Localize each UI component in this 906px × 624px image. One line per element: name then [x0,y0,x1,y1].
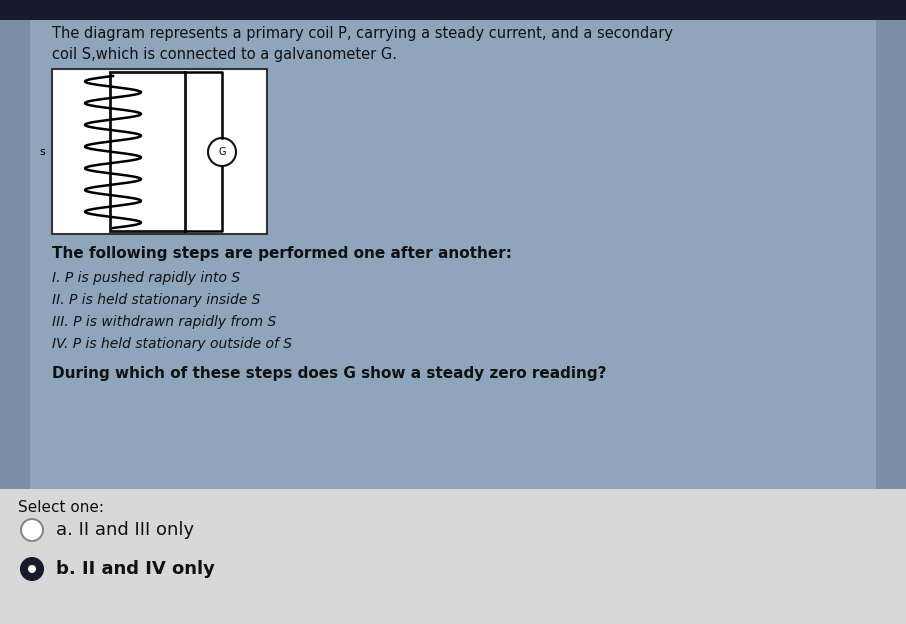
Text: The following steps are performed one after another:: The following steps are performed one af… [52,246,512,261]
Text: III. P is withdrawn rapidly from S: III. P is withdrawn rapidly from S [52,315,276,329]
Text: The diagram represents a primary coil P, carrying a steady current, and a second: The diagram represents a primary coil P,… [52,26,673,41]
FancyBboxPatch shape [30,20,876,489]
Circle shape [21,519,43,541]
Text: Select one:: Select one: [18,500,104,515]
FancyBboxPatch shape [0,0,906,20]
Circle shape [208,138,236,166]
Circle shape [28,565,36,573]
FancyBboxPatch shape [0,489,906,624]
FancyBboxPatch shape [52,69,267,234]
Circle shape [21,558,43,580]
Text: coil S,which is connected to a galvanometer G.: coil S,which is connected to a galvanome… [52,47,397,62]
Text: s: s [39,147,45,157]
Text: II. P is held stationary inside S: II. P is held stationary inside S [52,293,260,307]
Text: G: G [218,147,226,157]
Text: I. P is pushed rapidly into S: I. P is pushed rapidly into S [52,271,240,285]
Text: During which of these steps does G show a steady zero reading?: During which of these steps does G show … [52,366,606,381]
FancyBboxPatch shape [110,72,185,231]
Text: b. II and IV only: b. II and IV only [56,560,215,578]
Text: IV. P is held stationary outside of S: IV. P is held stationary outside of S [52,337,292,351]
Text: a. II and III only: a. II and III only [56,521,194,539]
